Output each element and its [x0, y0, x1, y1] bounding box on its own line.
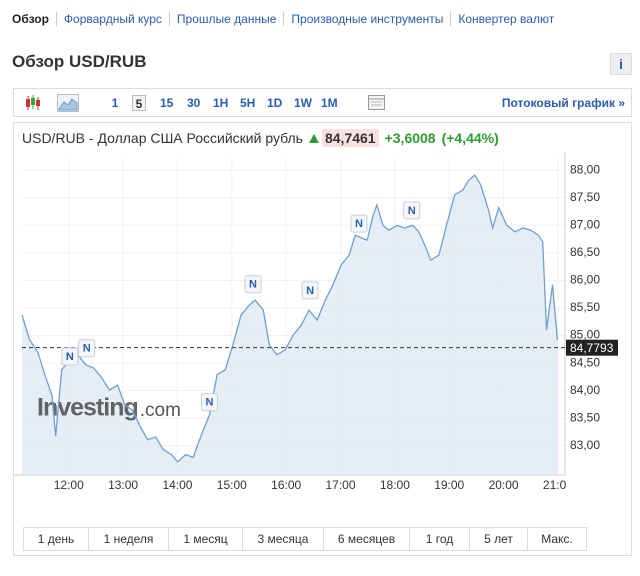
x-tick-label: 15:00 [217, 478, 247, 492]
interval-button[interactable]: 5H [240, 96, 256, 110]
area [22, 175, 558, 475]
y-tick-label: 87,00 [570, 217, 600, 231]
range-button[interactable]: 1 месяц [168, 528, 242, 550]
candle-icon[interactable] [24, 94, 42, 112]
interval-button[interactable]: 1H [213, 96, 229, 110]
y-tick-label: 84,00 [570, 383, 600, 397]
interval-button[interactable]: 1 [111, 96, 119, 110]
change-percent: (+4,44%) [441, 130, 499, 146]
chart-toolbar: Потоковый график » 1 5 15 30 1H 5H 1D 1W 1M [13, 88, 632, 117]
news-marker-label: N [206, 397, 214, 409]
range-button[interactable]: 1 неделя [88, 528, 168, 550]
nav-link[interactable]: Производные инструменты [283, 12, 451, 26]
news-marker-label: N [306, 285, 314, 297]
interval-button[interactable]: 1D [267, 96, 283, 110]
y-tick-label: 86,50 [570, 245, 600, 259]
news-marker[interactable] [61, 347, 79, 366]
range-button[interactable]: 5 лет [469, 528, 527, 550]
watermark-suffix: .com [140, 400, 181, 421]
x-tick-label: 19:00 [434, 478, 464, 492]
x-tick-label: 21:00 [543, 478, 573, 492]
news-marker-label: N [66, 351, 74, 363]
nav-link[interactable]: Конвертер валют [450, 12, 562, 26]
y-tick-label: 84,50 [570, 355, 600, 369]
news-marker[interactable] [350, 214, 368, 233]
news-marker[interactable] [301, 281, 319, 300]
news-marker[interactable] [78, 339, 96, 358]
range-buttons: 1 день 1 неделя 1 месяц 3 месяца 6 месяцев 1 … [23, 527, 587, 551]
instrument: USD/RUB - Доллар США Российский рубль [22, 130, 303, 146]
range-button[interactable]: 1 день [37, 532, 75, 546]
interval-button[interactable]: 15 [160, 96, 174, 110]
news-marker[interactable] [244, 275, 262, 294]
news-marker-label: N [408, 205, 416, 217]
y-tick-label: 85,50 [570, 300, 600, 314]
news-marker-label: N [355, 218, 363, 230]
news-marker-label: N [249, 279, 257, 291]
interval-button[interactable]: 5 [132, 95, 146, 111]
range-button[interactable]: 6 месяцев [323, 528, 409, 550]
news-marker[interactable] [403, 201, 421, 220]
price-line [21, 174, 559, 463]
up-arrow [308, 134, 319, 143]
news-marker-label: N [83, 343, 91, 355]
settings-icon[interactable] [367, 94, 387, 112]
y-tick-label: 83,50 [570, 410, 600, 424]
current-price-box [566, 339, 618, 356]
current-price-label: 84,7793 [570, 341, 614, 355]
info-button[interactable]: i [610, 53, 632, 75]
interval-button[interactable]: 1W [294, 96, 312, 110]
news-marker[interactable] [201, 393, 219, 412]
y-tick-label: 87,50 [570, 190, 600, 204]
x-tick-label: 16:00 [271, 478, 301, 492]
x-tick-label: 17:00 [326, 478, 356, 492]
y-tick-label: 83,00 [570, 438, 600, 452]
quote-line: USD/RUB - Доллар США Российский рубль 84,… [22, 129, 499, 147]
x-tick-label: 12:00 [54, 478, 84, 492]
streaming-link[interactable]: Потоковый график » [501, 96, 625, 110]
nav-link[interactable]: Форвардный курс [55, 12, 169, 26]
nav-link[interactable]: Прошлые данные [168, 12, 284, 26]
area-icon[interactable] [57, 94, 79, 112]
x-tick-label: 18:00 [380, 478, 410, 492]
y-tick-label: 88,00 [570, 162, 600, 176]
range-button[interactable]: 1 год [409, 528, 469, 550]
nav-bar: Обзор Форвардный курс Прошлые данные Произв… [12, 12, 562, 26]
x-tick-label: 20:00 [489, 478, 519, 492]
chart-panel [13, 122, 632, 556]
x-tick-label: 13:00 [108, 478, 138, 492]
page-title: Обзор USD/RUB [12, 52, 147, 71]
change: +3,6008 [384, 130, 436, 146]
interval-button[interactable]: 1M [321, 96, 338, 110]
y-tick-label: 86,00 [570, 273, 600, 287]
x-tick-label: 14:00 [162, 478, 192, 492]
price: 84,7461 [321, 129, 379, 147]
nav-link[interactable]: Обзор [12, 12, 49, 26]
y-tick-label: 85,00 [570, 328, 600, 342]
interval-button[interactable]: 30 [187, 96, 201, 110]
range-button[interactable]: Макс. [527, 528, 586, 550]
range-button[interactable]: 3 месяца [242, 528, 323, 550]
